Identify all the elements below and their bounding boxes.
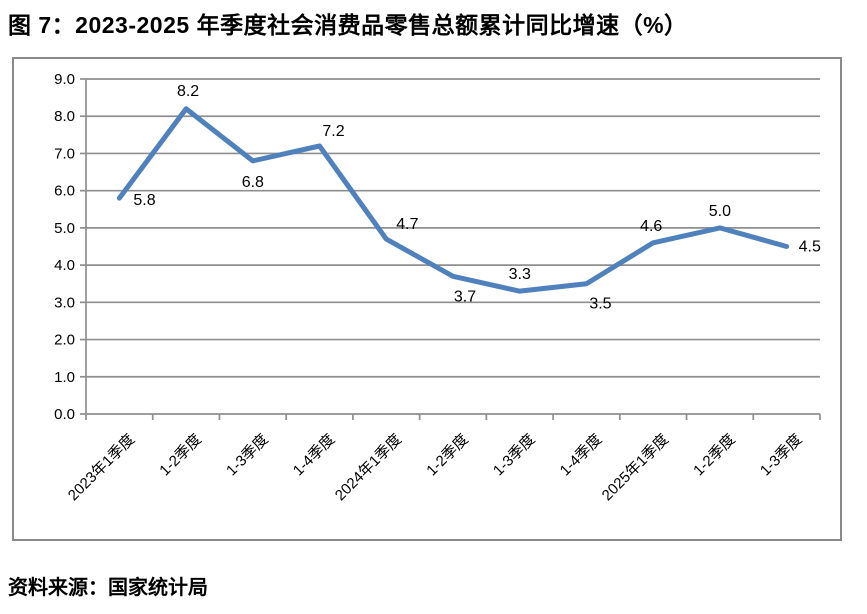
y-tick-label: 0.0	[54, 406, 75, 423]
data-label: 3.5	[589, 296, 611, 313]
data-label: 5.8	[133, 192, 155, 209]
x-axis-label: 1-2季度	[156, 431, 205, 480]
data-label: 6.8	[242, 174, 264, 191]
y-tick-label: 3.0	[54, 294, 75, 311]
data-label: 5.0	[709, 203, 731, 220]
y-tick-label: 2.0	[54, 332, 75, 349]
y-tick-label: 7.0	[54, 145, 75, 162]
y-tick-label: 5.0	[54, 220, 75, 237]
x-axis-label: 2024年1季度	[332, 431, 405, 504]
data-label: 4.5	[799, 239, 821, 256]
source-note: 资料来源：国家统计局	[8, 577, 208, 599]
data-label: 4.7	[396, 216, 418, 233]
x-axis-label: 1-2季度	[690, 431, 739, 480]
x-axis-label: 1-4季度	[290, 431, 339, 480]
data-label: 4.6	[640, 218, 662, 235]
x-axis-label: 1-4季度	[557, 431, 606, 480]
data-label: 3.3	[509, 266, 531, 283]
figure-title: 图 7：2023-2025 年季度社会消费品零售总额累计同比增速（%）	[8, 12, 688, 38]
y-tick-label: 9.0	[54, 71, 75, 88]
x-axis-label: 1-2季度	[423, 431, 472, 480]
y-tick-label: 6.0	[54, 183, 75, 200]
x-axis-label: 2025年1季度	[599, 431, 672, 504]
y-tick-label: 1.0	[54, 369, 75, 386]
series-line	[116, 106, 790, 294]
y-tick-label: 8.0	[54, 108, 75, 125]
y-tick-label: 4.0	[54, 257, 75, 274]
x-axis-label: 1-3季度	[757, 431, 806, 480]
x-axis-label: 1-3季度	[223, 431, 272, 480]
x-axis-label: 2023年1季度	[65, 431, 138, 504]
data-label: 7.2	[322, 123, 344, 140]
data-label: 3.7	[454, 288, 476, 305]
data-label: 8.2	[177, 83, 199, 100]
chart-area: 0.0 1.0 2.0 3.0 4.0 5.0 6.0 7.0 8.0 9.0 5.8 8.2 6.8 7…	[12, 57, 842, 541]
line-chart: 0.0 1.0 2.0 3.0 4.0 5.0 6.0 7.0 8.0 9.0 5.8 8.2 6.8 7…	[54, 71, 821, 504]
x-axis-label: 1-3季度	[490, 431, 539, 480]
